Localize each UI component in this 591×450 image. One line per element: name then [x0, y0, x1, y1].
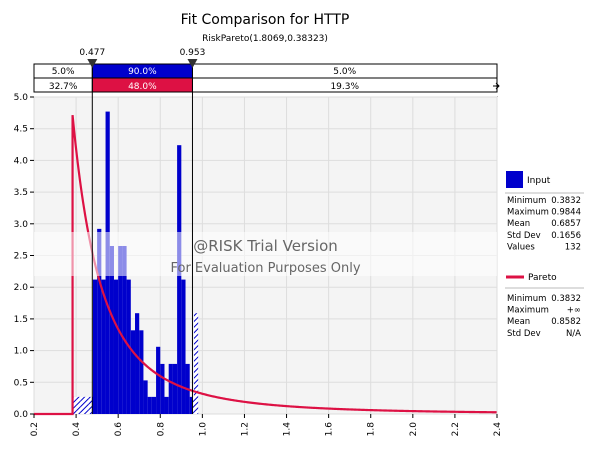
histogram-bar — [168, 363, 173, 414]
input-left-percent: 5.0% — [52, 67, 75, 77]
histogram-bar — [177, 145, 182, 414]
input-right-percent: 5.0% — [333, 67, 356, 77]
histogram-bar — [109, 245, 114, 414]
stat-name: Values — [507, 242, 535, 252]
x-tick-label: 0.4 — [72, 422, 82, 437]
histogram-bar — [113, 279, 119, 414]
histogram-bar — [164, 396, 169, 414]
y-tick-label: 2.5 — [14, 252, 28, 262]
stat-name: Maximum — [507, 208, 549, 218]
stat-name: Maximum — [507, 306, 549, 316]
histogram-bar — [189, 396, 193, 414]
y-tick-label: 1.0 — [14, 347, 29, 357]
histogram-bar — [76, 396, 81, 414]
y-axis: 0.0 0.5 1.0 1.5 2.0 2.5 3.0 3.5 4.0 4.5 5.0 — [14, 93, 34, 420]
histogram-bar — [84, 396, 89, 414]
histogram-bar — [118, 245, 123, 414]
delimiter-bars: 5.0% 90.0% 5.0% 32.7% 48.0% 19.3% — [33, 63, 500, 93]
input-legend-label: Input — [527, 176, 551, 186]
y-tick-label: 0.0 — [14, 410, 29, 420]
left-marker-value: 0.477 — [79, 48, 105, 58]
histogram-bar — [135, 313, 140, 414]
x-tick-label: 2.0 — [409, 422, 419, 437]
x-tick-label: 1.6 — [325, 422, 335, 437]
x-tick-label: 1.2 — [240, 422, 250, 436]
histogram-bar — [193, 313, 199, 414]
histogram-bar — [147, 396, 152, 414]
left-delimiter-handle-icon[interactable] — [87, 59, 98, 68]
y-tick-label: 4.5 — [14, 125, 28, 135]
stat-value: 0.3832 — [551, 294, 581, 304]
input-middle-percent: 90.0% — [128, 67, 157, 77]
stat-value: 0.1656 — [551, 231, 581, 241]
stat-value: 0.3832 — [551, 196, 581, 206]
histogram-bar — [130, 330, 136, 414]
y-tick-label: 2.0 — [14, 283, 29, 293]
x-axis: 0.2 0.4 0.6 0.8 1.0 1.2 1.4 1.6 1.8 2.0 2.2 2.4 — [30, 414, 503, 436]
y-tick-label: 5.0 — [14, 93, 29, 103]
x-tick-label: 1.8 — [367, 422, 377, 437]
fit-left-percent: 32.7% — [49, 82, 78, 92]
x-tick-label: 0.8 — [156, 422, 166, 437]
x-tick-label: 2.2 — [451, 422, 461, 436]
stat-name: Minimum — [507, 196, 546, 206]
x-tick-label: 0.6 — [114, 422, 124, 437]
y-tick-label: 4.0 — [14, 156, 29, 166]
stat-name: Mean — [507, 317, 530, 327]
fit-middle-percent: 48.0% — [128, 82, 157, 92]
pareto-curve — [34, 114, 497, 416]
stat-name: Minimum — [507, 294, 546, 304]
histogram-bar — [88, 396, 93, 414]
stat-value: +∞ — [567, 306, 581, 316]
watermark-title: @RISK Trial Version — [193, 237, 338, 255]
x-tick-label: 0.2 — [30, 422, 40, 436]
histogram-bar — [156, 346, 161, 414]
y-tick-label: 3.5 — [14, 188, 28, 198]
pareto-legend-label: Pareto — [528, 273, 557, 283]
histogram-bar — [92, 279, 98, 414]
x-tick-label: 1.4 — [283, 422, 293, 437]
chart-subtitle: RiskPareto(1.8069,0.38323) — [202, 34, 328, 44]
histogram-bar — [71, 396, 77, 414]
histogram-bar — [97, 228, 102, 414]
histogram-bar — [143, 380, 148, 414]
stat-value: 132 — [565, 242, 581, 252]
watermark-band — [34, 232, 497, 276]
stat-value: 0.6857 — [551, 219, 581, 229]
histogram-bar — [122, 245, 127, 414]
stat-name: Mean — [507, 219, 530, 229]
histogram-bar — [101, 279, 106, 414]
x-tick-label: 2.4 — [493, 422, 503, 437]
histogram-bar — [181, 279, 186, 414]
right-marker-value: 0.953 — [180, 48, 206, 58]
x-tick-label: 1.0 — [198, 422, 208, 437]
watermark-subtitle: For Evaluation Purposes Only — [170, 261, 360, 276]
histogram-bar — [192, 396, 194, 414]
stat-value: 0.9844 — [551, 208, 581, 218]
right-delimiter-handle-icon[interactable] — [187, 59, 198, 68]
input-legend-swatch — [506, 171, 523, 188]
fit-right-percent: 19.3% — [330, 82, 359, 92]
y-tick-label: 3.0 — [14, 220, 29, 230]
y-tick-label: 1.5 — [14, 315, 28, 325]
stat-name: Std Dev — [507, 329, 541, 339]
histogram-bar — [80, 396, 85, 414]
histogram-bar — [151, 396, 157, 414]
chart-title: Fit Comparison for HTTP — [181, 12, 350, 28]
y-tick-label: 0.5 — [14, 378, 28, 388]
histogram-bar — [139, 330, 144, 414]
delimiter-expand-icon[interactable] — [493, 82, 500, 90]
stat-value: 0.8582 — [551, 317, 581, 327]
stat-value: N/A — [566, 329, 581, 339]
histogram-bar — [160, 363, 165, 414]
stat-name: Std Dev — [507, 231, 541, 241]
histogram-bar — [172, 363, 178, 414]
